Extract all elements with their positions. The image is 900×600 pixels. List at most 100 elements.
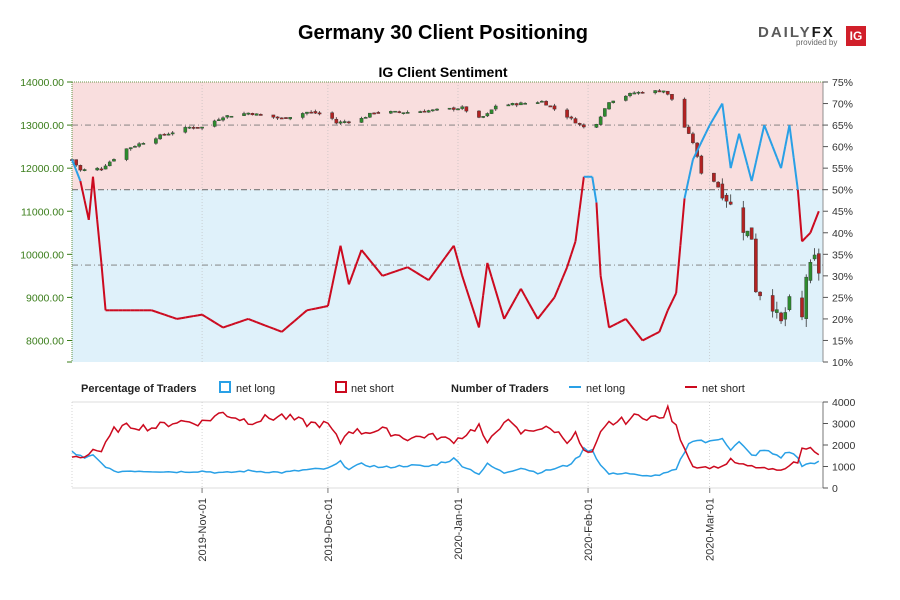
net-long-pct-segment [515,288,522,297]
count-net-long-line [71,437,820,477]
net-long-pct-segment [403,266,408,270]
net-long-pct-segment [218,324,224,329]
candle-body [749,227,754,240]
net-long-pct-segment [79,180,86,201]
legend-num-long-label: net long [586,383,625,395]
candle-body [196,127,200,129]
net-long-pct-segment [621,318,627,322]
candle-body [166,133,171,136]
candle-body [460,106,464,109]
candle-body [221,117,225,121]
candle-body [99,168,104,171]
candle-body [691,133,695,144]
net-long-pct-segment [452,245,459,262]
legend-pct-short-swatch-icon [335,381,347,393]
candle-body [330,112,334,119]
net-long-pct-segment [507,303,514,312]
candle-body [431,109,435,112]
pct-tick-label: 60% [832,142,853,154]
logo-fx: FX [811,24,835,41]
candle-body [657,90,662,93]
candle-body [338,121,343,124]
net-long-pct-segment [666,301,673,311]
net-long-pct-segment [566,253,573,268]
net-long-pct-segment [356,249,363,262]
candle-body [372,112,376,115]
net-long-pct-segment [369,259,375,267]
candle-body [300,113,305,118]
net-long-pct-segment [633,329,640,336]
count-tick-label: 0 [832,483,838,495]
candle-body [485,113,490,117]
candle-body [342,121,347,123]
price-tick-label: 9000.00 [26,292,64,304]
net-long-pct-segment [205,316,211,321]
legend-pct-long-swatch-icon [219,381,231,393]
candle-body [258,114,263,116]
net-long-pct-segment [172,316,178,320]
net-long-pct-segment [315,306,320,310]
net-long-pct-segment [347,272,355,285]
net-long-pct-segment [390,270,396,274]
net-long-pct-segment [792,157,799,190]
pct-tick-label: 65% [832,120,853,132]
net-long-pct-segment [398,267,404,272]
net-long-pct-segment [482,262,489,296]
candle-body [552,105,557,110]
net-long-pct-segment [654,330,660,335]
pct-tick-label: 25% [832,292,853,304]
net-long-pct-segment [625,318,631,325]
candle-body [170,132,175,135]
pct-tick-label: 20% [832,314,853,326]
net-long-pct-segment [231,322,236,326]
candle-body [665,90,670,95]
candle-body [447,107,452,110]
net-long-pct-segment [704,124,711,135]
count-net-short-line [71,403,820,471]
net-long-pct-segment [326,285,334,307]
net-long-pct-segment [683,178,690,199]
candle-body [103,165,108,170]
count-tick-label: 1000 [832,462,856,474]
net-long-pct-segment [91,176,99,220]
candle-body [187,126,192,129]
net-long-pct-segment [96,219,103,264]
short-zone-background [72,82,823,190]
net-long-pct-segment [536,312,543,320]
candle-body [112,159,116,162]
net-long-pct-segment [457,260,464,277]
pct-tick-label: 40% [832,228,853,240]
net-long-pct-segment [725,135,732,169]
candle-body [275,116,280,119]
net-long-pct-segment [394,269,400,273]
net-long-pct-segment [591,176,598,203]
candle-body [317,112,322,115]
candle-body [699,155,704,174]
candle-body [741,207,746,233]
candle-body [582,124,586,128]
candle-body [544,100,548,106]
candle-body [682,98,687,128]
candle-body [624,95,628,101]
net-long-pct-segment [608,324,614,329]
chart-subtitle: IG Client Sentiment [378,64,508,80]
legend-pct-long-label: net long [236,383,275,395]
net-long-pct-segment [679,198,686,246]
candle-body [569,116,574,119]
candle-body [535,102,540,104]
net-long-pct-segment [742,149,749,166]
pct-tick-label: 10% [832,357,853,369]
net-long-pct-segment [256,321,262,325]
legend-pct-short-label: net short [351,383,394,395]
net-long-pct-segment [629,323,635,331]
net-long-pct-segment [226,323,232,328]
net-long-pct-segment [268,326,274,330]
net-long-pct-segment [252,319,257,324]
x-axis: 2019-Nov-01 2019-Dec-01 2020-Jan-01 2020-Fe… [197,488,717,562]
net-long-pct-segment [465,288,472,303]
candle-body [137,143,141,147]
x-tick-label: 2020-Mar-01 [705,498,717,561]
candle-body [456,108,460,111]
candle-body [397,111,402,113]
net-long-pct-segment [557,276,564,288]
